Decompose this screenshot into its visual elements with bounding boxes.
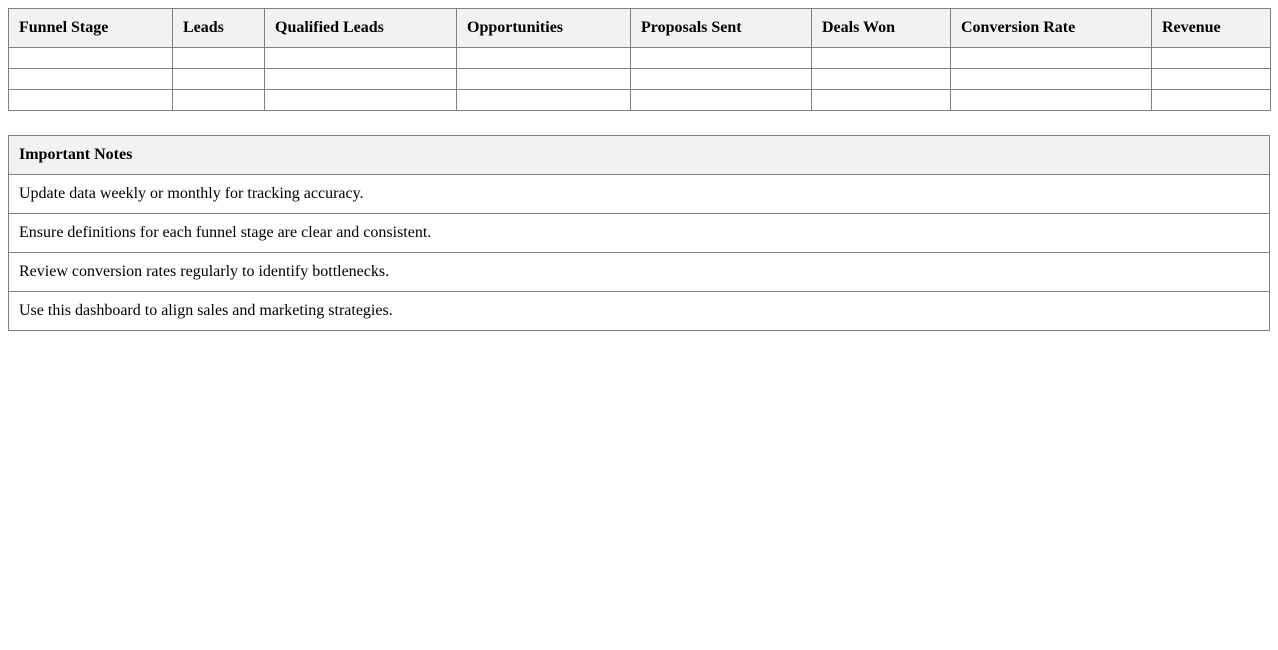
table-cell — [172, 47, 265, 69]
table-cell — [8, 47, 173, 69]
table-cell — [630, 68, 812, 90]
table-cell — [811, 89, 951, 111]
column-header: Proposals Sent — [630, 8, 812, 48]
table-cell — [172, 89, 265, 111]
table-cell — [1151, 89, 1271, 111]
note-item: Update data weekly or monthly for tracki… — [8, 174, 1270, 214]
table-cell — [811, 47, 951, 69]
table-cell — [8, 89, 173, 111]
table-cell — [456, 47, 631, 69]
column-header: Leads — [172, 8, 265, 48]
column-header: Qualified Leads — [264, 8, 457, 48]
table-cell — [1151, 47, 1271, 69]
table-cell — [811, 68, 951, 90]
table-cell — [950, 89, 1152, 111]
note-row: Use this dashboard to align sales and ma… — [8, 291, 1270, 331]
table-cell — [950, 47, 1152, 69]
table-row — [8, 47, 1271, 69]
table-cell — [456, 68, 631, 90]
table-cell — [630, 47, 812, 69]
table-cell — [1151, 68, 1271, 90]
note-row: Update data weekly or monthly for tracki… — [8, 174, 1270, 214]
table-row — [8, 68, 1271, 90]
table-cell — [264, 89, 457, 111]
column-header: Funnel Stage — [8, 8, 173, 48]
column-header: Conversion Rate — [950, 8, 1152, 48]
table-header-row: Funnel Stage Leads Qualified Leads Opportun… — [8, 8, 1271, 48]
note-item: Ensure definitions for each funnel stage… — [8, 213, 1270, 253]
column-header: Revenue — [1151, 8, 1271, 48]
note-item: Use this dashboard to align sales and ma… — [8, 291, 1270, 331]
notes-table: Important Notes Update data weekly or mo… — [8, 135, 1270, 331]
column-header: Deals Won — [811, 8, 951, 48]
table-cell — [264, 68, 457, 90]
note-row: Review conversion rates regularly to ide… — [8, 252, 1270, 292]
column-header: Opportunities — [456, 8, 631, 48]
note-row: Ensure definitions for each funnel stage… — [8, 213, 1270, 253]
table-row — [8, 89, 1271, 111]
table-cell — [8, 68, 173, 90]
table-cell — [456, 89, 631, 111]
notes-title: Important Notes — [8, 135, 1270, 175]
table-cell — [950, 68, 1152, 90]
table-cell — [630, 89, 812, 111]
note-item: Review conversion rates regularly to ide… — [8, 252, 1270, 292]
table-cell — [264, 47, 457, 69]
table-cell — [172, 68, 265, 90]
funnel-table: Funnel Stage Leads Qualified Leads Opportun… — [8, 8, 1271, 111]
